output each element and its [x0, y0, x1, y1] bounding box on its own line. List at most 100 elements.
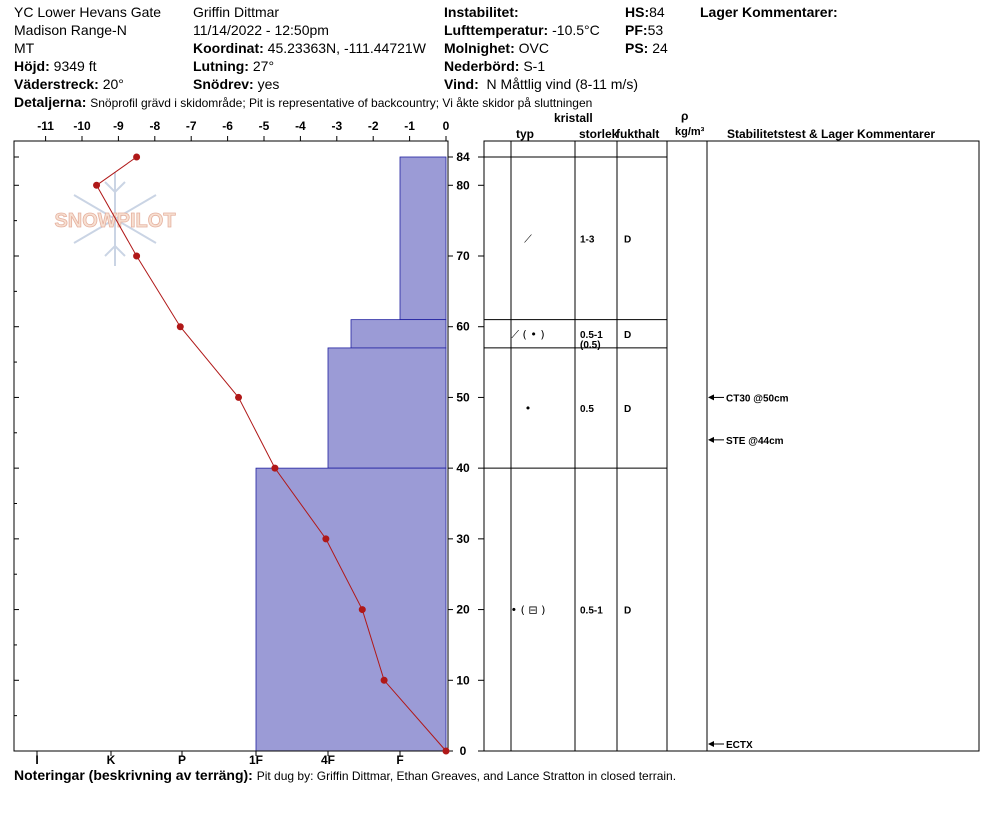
y-tick-label: 10: [456, 673, 470, 687]
plot-frame: [13, 140, 449, 752]
y-tick-label: 20: [456, 603, 470, 617]
airtemp-label: Lufttemperatur:: [444, 22, 549, 38]
arrow-head-icon: [708, 741, 714, 747]
temperature-point: [271, 464, 279, 472]
temperature-point: [322, 535, 330, 543]
hs-value: 84: [649, 4, 665, 20]
pf: PF:53: [625, 22, 663, 38]
hardness-tick-label: 4F: [321, 753, 335, 767]
aspect-label: Väderstreck:: [14, 76, 99, 92]
elevation-value: 9349 ft: [53, 58, 97, 74]
snowdrift: Snödrev: yes: [193, 76, 279, 92]
temperature-point: [176, 323, 184, 331]
layer-grain-type: ⟋: [524, 232, 532, 245]
layer-moisture: D: [624, 234, 631, 245]
hardness-tick-label: P: [178, 753, 186, 767]
ps-value: 24: [652, 40, 668, 56]
state: MT: [14, 40, 35, 56]
aspect-value: 20°: [102, 76, 124, 92]
sky-label: Molnighet:: [444, 40, 515, 56]
col-density-unit: kg/m³: [675, 126, 705, 138]
airtemp-value: -10.5°C: [552, 22, 600, 38]
col-crystal: kristall: [554, 111, 593, 125]
hardness-bar-3: [255, 467, 447, 752]
layer-comments-label: Lager Kommentarer:: [700, 4, 838, 20]
x-tick-label: -8: [149, 119, 160, 133]
temperature-point: [380, 676, 388, 684]
temperature-profile: [93, 153, 450, 755]
hs: HS:84: [625, 4, 665, 20]
x-tick-label: -11: [37, 119, 54, 133]
ps-label: PS:: [625, 40, 649, 56]
y-tick-label: 0: [460, 744, 467, 758]
details: Detaljerna: Snöprofil grävd i skidområde…: [14, 94, 592, 111]
temperature-point: [93, 181, 101, 189]
coord-label: Koordinat:: [193, 40, 264, 56]
slope: Lutning: 27°: [193, 58, 274, 74]
temperature-point: [358, 606, 366, 614]
layer-grain-type: • ( ⊟ ): [511, 604, 546, 617]
hardness-tick-label: 1F: [249, 753, 263, 767]
y-tick-label: 84: [456, 150, 470, 164]
snowflake-icon: [73, 172, 157, 266]
depth-axis: 0 10 20 30 40 50 60 70 80 84: [14, 150, 484, 758]
col-moisture: fukthalt: [616, 127, 660, 141]
hardness-bar-1: [350, 319, 447, 349]
sky-value: OVC: [518, 40, 549, 56]
x-tick-label: -10: [73, 119, 91, 133]
temperature-line: [95, 156, 447, 752]
temperature-point: [133, 252, 141, 260]
notes: Noteringar (beskrivning av terräng): Pit…: [14, 767, 676, 784]
pf-value: 53: [647, 22, 664, 38]
details-text: Snöprofil grävd i skidområde; Pit is rep…: [90, 96, 593, 110]
hardness-bar-2: [327, 347, 447, 469]
slope-value: 27°: [252, 58, 275, 74]
ps: PS: 24: [625, 40, 668, 56]
elevation: Höjd: 9349 ft: [14, 58, 96, 74]
details-label: Detaljerna:: [14, 94, 87, 110]
snowdrift-label: Snödrev:: [193, 76, 254, 92]
layer-moisture: D: [624, 606, 631, 617]
col-size: storlek: [579, 127, 617, 141]
precip: Nederbörd: S-1: [444, 58, 545, 74]
x-tick-label: -5: [259, 119, 270, 133]
layer-grain-type: •: [525, 402, 532, 415]
sky: Molnighet: OVC: [444, 40, 549, 56]
hardness-tick-label: F: [396, 753, 403, 767]
x-tick-label: -2: [368, 119, 379, 133]
stability-test-label: ECTX: [726, 740, 753, 751]
range: Madison Range-N: [14, 22, 127, 38]
x-tick-label: -4: [295, 119, 306, 133]
stability-test-label: STE @44cm: [726, 436, 784, 447]
hardness-axis: I K P 1F 4F F: [35, 751, 404, 767]
layer-grain-size-secondary: (0.5): [580, 340, 601, 351]
snowdrift-value: yes: [257, 76, 280, 92]
aspect: Väderstreck: 20°: [14, 76, 124, 92]
layer-grain-size: 0.5: [580, 404, 594, 415]
y-tick-label: 50: [456, 390, 470, 404]
x-tick-label: -6: [222, 119, 233, 133]
layer-grain-size: 1-3: [580, 234, 595, 245]
x-tick-label: 0: [443, 119, 450, 133]
layer-grain-type: ⟋ ( • ): [511, 328, 544, 341]
x-tick-label: -7: [186, 119, 197, 133]
hardness-profile: [255, 156, 447, 752]
coordinates: Koordinat: 45.23363N, -111.44721W: [193, 40, 426, 56]
y-tick-label: 30: [456, 532, 470, 546]
layer-grain-size: 0.5-1: [580, 606, 603, 617]
hardness-tick-label: I: [35, 753, 38, 767]
observer: Griffin Dittmar: [193, 4, 280, 20]
layer-table: ⟋ 1-3 D⟋ ( • ) 0.5-1(0.5)D• 0.5 D• ( ⊟ ) 0.5-1…: [483, 140, 980, 752]
snowpilot-watermark: SNOWPILOT: [54, 172, 176, 266]
x-tick-label: -3: [331, 119, 342, 133]
location: YC Lower Hevans Gate: [14, 4, 162, 20]
y-tick-label: 60: [456, 320, 470, 334]
arrow-head-icon: [708, 394, 714, 401]
temperature-point: [442, 747, 450, 755]
temperature-axis: -11 -10 -9 -8 -7 -6 -5 -4 -3 -2 -1 0: [37, 119, 450, 141]
notes-label: Noteringar (beskrivning av terräng):: [14, 767, 253, 783]
coord-value: 45.23363N, -111.44721W: [267, 40, 426, 56]
layer-moisture: D: [624, 404, 631, 415]
hardness-bar-0: [399, 156, 447, 321]
